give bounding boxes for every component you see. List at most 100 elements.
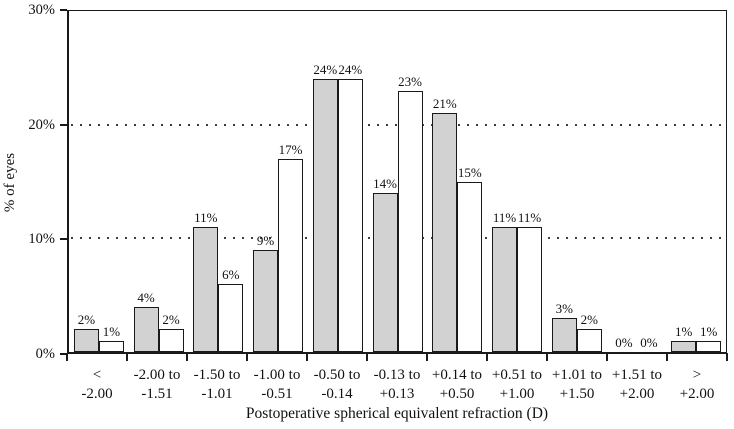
- x-tick-mark: [726, 353, 728, 361]
- gray-bars-slot: 11%: [193, 11, 219, 352]
- y-axis-title-text: % of eyes: [2, 152, 19, 212]
- gray-bars-slot: 11%: [492, 11, 517, 352]
- bar-groups: 2% 1% 4% 2% 11% 6% 9% 17% 24% 24% 14% 23% 21% 15% 11% 1…: [69, 11, 726, 352]
- bar-group: 1% 1%: [666, 11, 726, 352]
- x-tick-label-line1: +0.51 to: [491, 367, 543, 383]
- x-tick-label-line2: -0.14: [321, 386, 353, 402]
- gray-bar: [492, 226, 517, 352]
- white-bars-slot: 6%: [218, 11, 244, 352]
- white-bars-slot: 1%: [98, 11, 124, 352]
- gray-bar: [432, 113, 458, 352]
- x-tick-label-line2: +0.50: [439, 386, 475, 402]
- x-axis-tick-labels: < -2.00 -2.00 to -1.51 -1.50 to -1.01 -1.00 to…: [67, 366, 727, 404]
- x-tick-label: > +2.00: [667, 366, 727, 404]
- gray-bars-slot: 0%: [611, 11, 636, 352]
- y-tick-label: 20%: [28, 116, 55, 133]
- gray-bar: [193, 226, 219, 352]
- x-tick-label: -0.50 to -0.14: [307, 366, 367, 404]
- white-bars-slot: 23%: [397, 11, 423, 352]
- white-bar: [278, 158, 304, 352]
- white-bars-slot: 17%: [278, 11, 304, 352]
- white-bars-slot: 2%: [576, 11, 602, 352]
- bar-value-label: 1%: [700, 323, 718, 339]
- bar-group: 0% 0%: [607, 11, 667, 352]
- x-tick-label-line1: +1.51 to: [611, 367, 663, 383]
- bar-value-label: 1%: [675, 323, 693, 339]
- bar-value-label: 2%: [580, 312, 598, 328]
- white-bar: [457, 181, 483, 352]
- x-tick-mark: [366, 353, 368, 361]
- x-axis-title: Postoperative spherical equivalent refra…: [245, 405, 549, 422]
- y-tick-label: 30%: [28, 2, 55, 18]
- white-bars-slot: 15%: [457, 11, 483, 352]
- x-tick-label: -1.50 to -1.01: [187, 366, 247, 404]
- gray-bar: [253, 249, 279, 352]
- white-bar: [337, 79, 363, 352]
- bar-value-label: 15%: [457, 164, 482, 180]
- bar-group: 4% 2%: [129, 11, 189, 352]
- x-tick-label-line2: +1.50: [559, 386, 595, 402]
- x-tick-label-line1: -1.50 to: [193, 367, 241, 383]
- gray-bars-slot: 1%: [671, 11, 697, 352]
- gray-bars-slot: 21%: [432, 11, 458, 352]
- gray-bar: [73, 329, 99, 352]
- bar-group: 14% 23%: [368, 11, 428, 352]
- bar-group: 24% 24%: [308, 11, 368, 352]
- bar-value-label: 4%: [137, 289, 155, 305]
- y-tick-mark: [60, 238, 67, 241]
- gray-bars-slot: 3%: [551, 11, 577, 352]
- gray-bars-slot: 9%: [253, 11, 279, 352]
- x-tick-mark: [66, 353, 68, 361]
- bar-group: 21% 15%: [427, 11, 487, 352]
- x-tick-label-line1: -0.50 to: [313, 367, 361, 383]
- bar-group: 11% 6%: [188, 11, 248, 352]
- x-tick-label-line2: +1.00: [499, 386, 535, 402]
- bar-value-label: 2%: [77, 312, 96, 328]
- white-bars-slot: 0%: [636, 11, 661, 352]
- bar-value-label: 2%: [162, 312, 180, 328]
- x-tick-mark: [546, 353, 548, 361]
- x-tick-mark: [126, 353, 128, 361]
- x-tick-label: -0.13 to +0.13: [367, 366, 427, 404]
- y-tick-mark: [60, 9, 67, 11]
- white-bars-slot: 1%: [696, 11, 722, 352]
- x-tick-label-line2: +0.13: [379, 386, 415, 402]
- bar-value-label: 0%: [640, 335, 658, 350]
- x-tick-mark: [666, 353, 668, 361]
- white-bar: [158, 329, 184, 352]
- x-tick-label: -2.00 to -1.51: [127, 366, 187, 404]
- bar-value-label: 17%: [278, 141, 303, 157]
- gray-bars-slot: 4%: [133, 11, 159, 352]
- white-bars-slot: 2%: [158, 11, 184, 352]
- bar-value-label: 6%: [222, 266, 240, 282]
- gray-bar: [372, 192, 398, 352]
- x-tick-label-line2: -2.00: [81, 386, 113, 402]
- gray-bars-slot: 2%: [73, 11, 99, 352]
- bar-value-label: 11%: [517, 209, 542, 225]
- y-tick-mark: [60, 353, 67, 355]
- x-tick-mark: [486, 353, 488, 361]
- white-bar: [576, 329, 602, 352]
- white-bar: [696, 340, 722, 352]
- x-tick-label: < -2.00: [67, 366, 127, 404]
- bar-value-label: 1%: [102, 323, 121, 339]
- bar-value-label: 14%: [373, 175, 397, 191]
- x-tick-mark: [186, 353, 188, 361]
- white-bars-slot: 11%: [517, 11, 542, 352]
- white-bars-slot: 24%: [337, 11, 363, 352]
- white-bar: [397, 90, 423, 352]
- x-tick-label: +0.51 to +1.00: [487, 366, 547, 404]
- x-tick-mark: [426, 353, 428, 361]
- x-tick-label-line1: <: [92, 367, 102, 383]
- gray-bars-slot: 24%: [312, 11, 338, 352]
- x-tick-label-line1: -1.00 to: [253, 367, 301, 383]
- white-bar: [98, 340, 124, 352]
- bar-group: 3% 2%: [547, 11, 607, 352]
- gray-bar: [671, 340, 697, 352]
- bar-value-label: 9%: [256, 232, 275, 248]
- x-tick-label-line2: -1.01: [201, 386, 233, 402]
- y-tick-label: 0%: [35, 346, 55, 362]
- bar-group: 2% 1%: [69, 11, 129, 352]
- bar-group: 11% 11%: [487, 11, 547, 352]
